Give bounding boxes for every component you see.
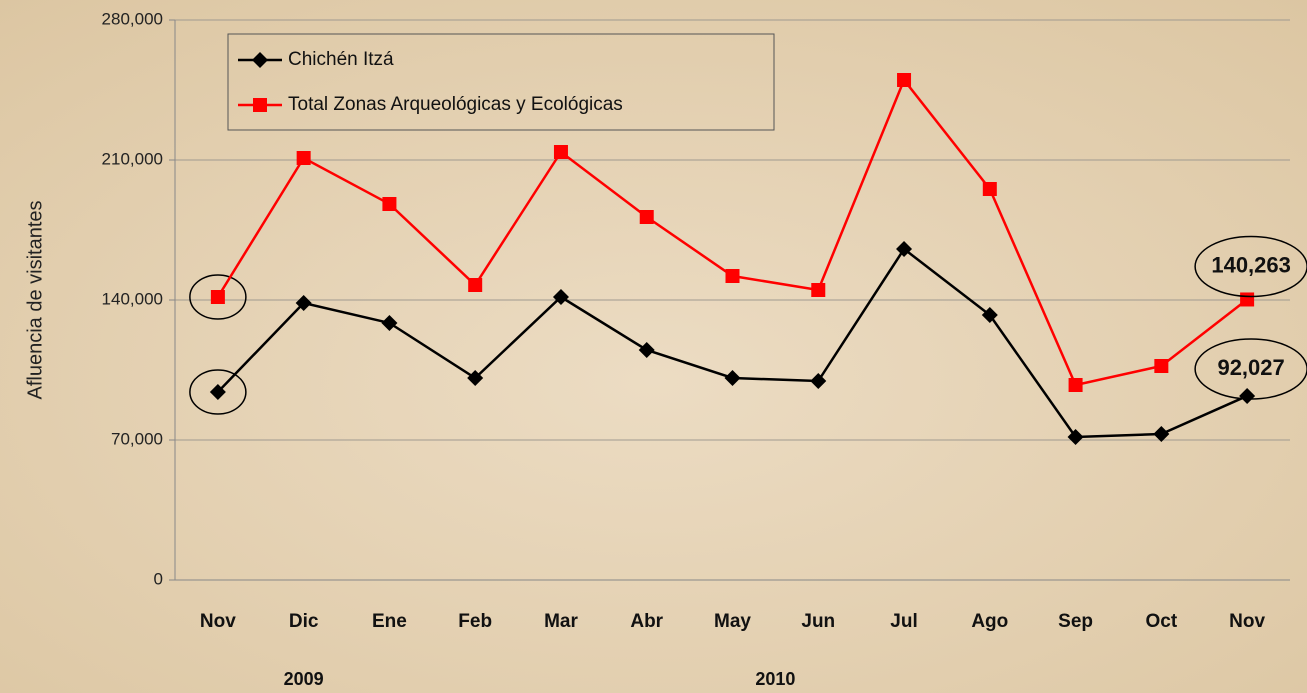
- data-point: [725, 269, 740, 283]
- data-point: [982, 182, 997, 196]
- data-point: [639, 210, 654, 224]
- highlight-ellipse: [189, 369, 247, 415]
- data-point: [1239, 387, 1256, 404]
- data-point: [468, 278, 483, 292]
- y-tick-label: 210,000: [102, 149, 163, 168]
- data-point: [209, 384, 226, 400]
- data-point: [1067, 429, 1084, 445]
- y-tick-label: 70,000: [111, 429, 163, 448]
- x-tick-label: Ene: [372, 611, 407, 632]
- legend-label: Total Zonas Arqueológicas y Ecológicas: [288, 94, 623, 115]
- y-tick-label: 280,000: [102, 9, 163, 28]
- y-tick-label: 0: [154, 569, 163, 588]
- data-point: [810, 373, 827, 389]
- data-point: [981, 307, 998, 323]
- data-point: [381, 315, 398, 331]
- x-tick-label: Sep: [1058, 611, 1093, 632]
- data-point: [1240, 292, 1255, 307]
- value-label: 92,027: [1217, 355, 1284, 380]
- x-tick-label: May: [714, 611, 751, 632]
- x-tick-label: Nov: [200, 611, 236, 632]
- x-tick-label: Jun: [801, 611, 835, 632]
- data-point: [382, 197, 397, 211]
- year-label: 2009: [284, 669, 324, 689]
- y-tick-label: 140,000: [102, 289, 163, 308]
- data-point: [295, 295, 312, 311]
- data-point: [1068, 378, 1083, 392]
- legend-marker: [253, 98, 267, 112]
- data-point: [552, 289, 569, 305]
- x-tick-label: Mar: [544, 611, 578, 632]
- x-tick-label: Oct: [1146, 611, 1178, 632]
- data-point: [467, 370, 484, 386]
- value-label: 140,263: [1211, 252, 1291, 277]
- data-point: [210, 290, 225, 304]
- x-tick-label: Dic: [289, 611, 319, 632]
- legend-label: Chichén Itzá: [288, 49, 394, 70]
- x-tick-label: Ago: [971, 611, 1008, 632]
- legend-marker: [252, 52, 268, 68]
- data-point: [811, 283, 826, 297]
- data-point: [638, 342, 655, 358]
- x-tick-label: Jul: [890, 611, 917, 632]
- x-tick-label: Abr: [630, 611, 663, 632]
- data-point: [897, 73, 912, 87]
- data-point: [1154, 359, 1169, 373]
- label-ellipse: [1194, 338, 1307, 400]
- data-point: [896, 241, 913, 257]
- legend-box: [227, 33, 775, 131]
- data-point: [296, 151, 311, 165]
- year-label: 2010: [755, 669, 795, 689]
- data-point: [1153, 426, 1170, 442]
- x-tick-label: Feb: [458, 611, 492, 632]
- data-point: [724, 370, 741, 386]
- highlight-ellipse: [189, 274, 247, 320]
- data-point: [553, 145, 568, 159]
- y-axis-title: Afluencia de visitantes: [24, 200, 46, 399]
- x-tick-label: Nov: [1229, 611, 1265, 632]
- label-ellipse: [1194, 235, 1307, 298]
